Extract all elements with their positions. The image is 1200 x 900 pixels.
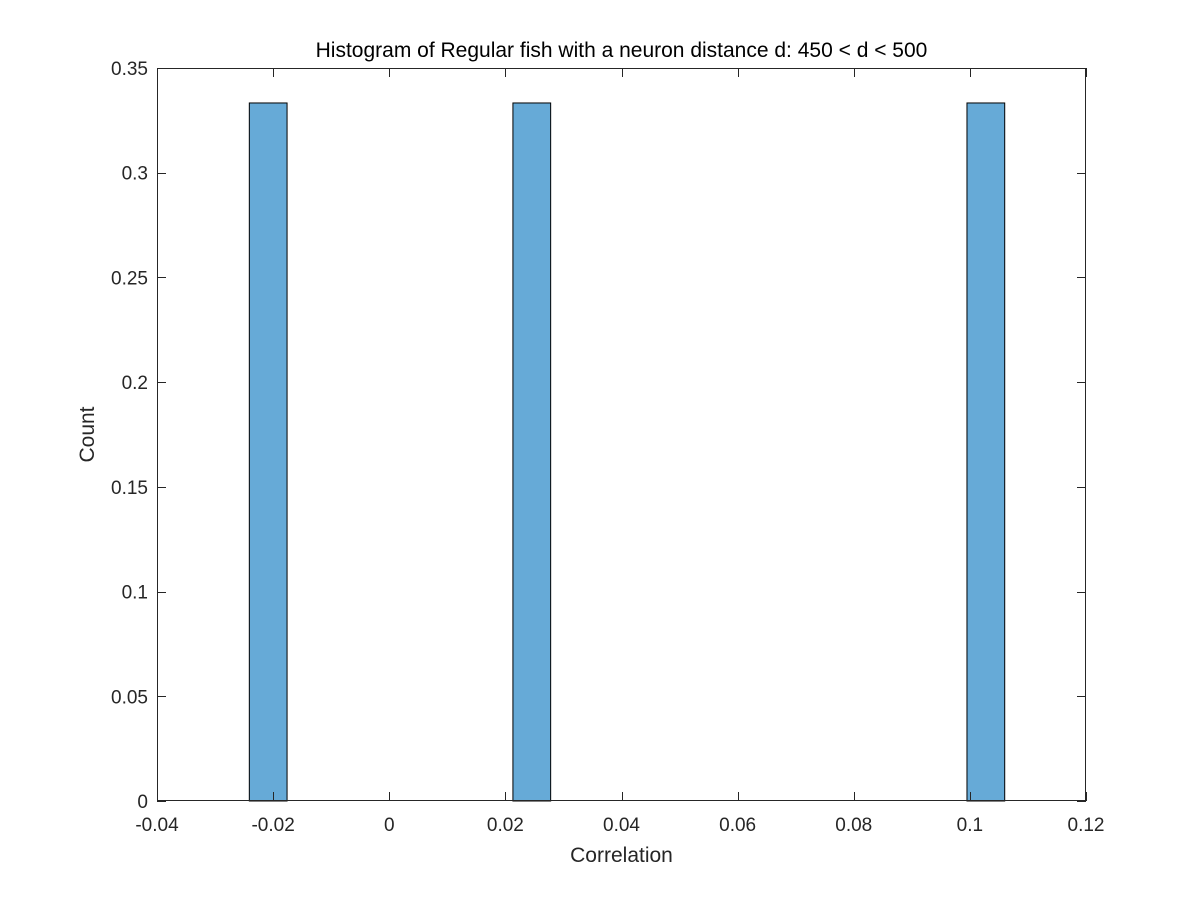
histogram-bar-0 <box>248 102 288 802</box>
x-tick-label-1: -0.02 <box>251 815 294 836</box>
y-tick-label-5: 0.25 <box>111 268 148 289</box>
x-tick-label-7: 0.1 <box>957 815 983 836</box>
y-tick-labels: 0 0.05 0.1 0.15 0.2 0.25 0.3 0.35 <box>111 59 148 813</box>
plot-area <box>157 68 1086 801</box>
axes-box <box>157 68 1086 801</box>
x-tick-label-8: 0.12 <box>1068 815 1105 836</box>
histogram-bar-1 <box>512 102 552 802</box>
chart-title: Histogram of Regular fish with a neuron … <box>316 39 928 62</box>
y-tick-label-2: 0.1 <box>122 583 148 604</box>
y-tick-label-1: 0.05 <box>111 687 148 708</box>
x-axis-title: Correlation <box>570 844 673 867</box>
y-tick-label-0: 0 <box>137 792 148 813</box>
x-tick-label-0: -0.04 <box>135 815 179 836</box>
histogram-bar-2 <box>966 102 1006 802</box>
x-tick-label-6: 0.08 <box>835 815 872 836</box>
x-tick-label-2: 0 <box>384 815 395 836</box>
y-tick-label-7: 0.35 <box>111 59 148 80</box>
x-tick-label-3: 0.02 <box>487 815 524 836</box>
y-tick-label-3: 0.15 <box>111 478 148 499</box>
histogram-bars <box>248 102 1006 802</box>
y-axis-title: Count <box>76 406 99 462</box>
y-tick-label-6: 0.3 <box>122 164 148 185</box>
x-tick-label-5: 0.06 <box>719 815 756 836</box>
y-tick-label-4: 0.2 <box>122 373 148 394</box>
x-tick-labels: -0.04 -0.02 0 0.02 0.04 0.06 0.08 0.1 0.12 <box>135 815 1104 836</box>
x-tick-label-4: 0.04 <box>603 815 640 836</box>
